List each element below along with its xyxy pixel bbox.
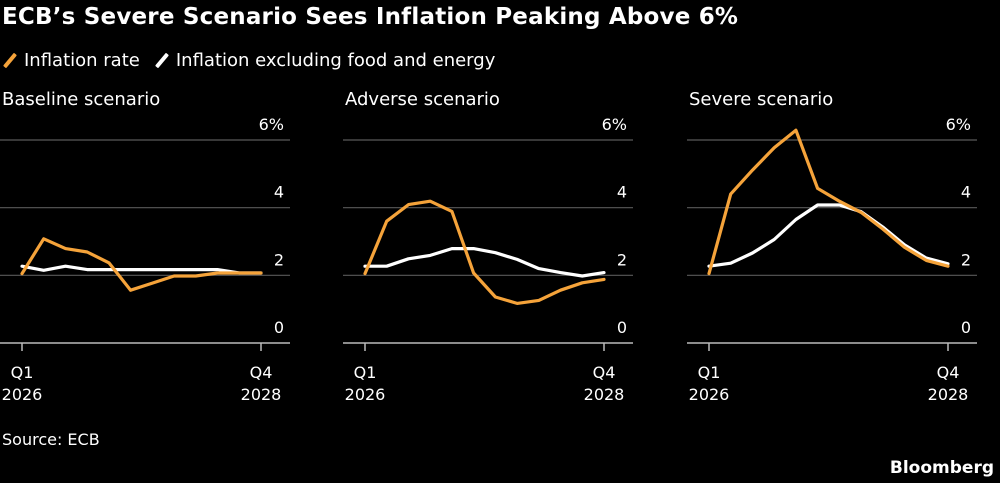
y-tick-label: 0 <box>274 318 284 337</box>
y-tick-label: 6% <box>602 115 627 134</box>
x-tick-label: 2026 <box>689 385 730 404</box>
series-line-core-inflation <box>20 264 263 275</box>
legend-label: Inflation rate <box>24 50 140 71</box>
legend: Inflation rate Inflation excluding food … <box>2 50 509 71</box>
bloomberg-logo: Bloomberg <box>889 458 994 478</box>
y-tick-label: 4 <box>274 183 284 202</box>
x-tick-label: Q1 <box>698 363 721 382</box>
x-tick-label: Q1 <box>354 363 377 382</box>
y-tick-label: 6% <box>259 115 284 134</box>
x-tick-label: 2028 <box>241 385 282 404</box>
x-tick-label: 2026 <box>2 385 43 404</box>
series-line-core-inflation <box>363 247 606 278</box>
panel-adverse-scenario: Adverse scenario 0 2 4 6% Q1 2026 Q4 2028 <box>343 89 633 404</box>
legend-label: Inflation excluding food and energy <box>175 50 496 71</box>
source-note: Source: ECB <box>2 430 100 449</box>
x-tick-label: Q1 <box>11 363 34 382</box>
x-tick-label: 2028 <box>584 385 625 404</box>
y-tick-label: 4 <box>617 183 627 202</box>
series-line-core-inflation <box>707 203 950 268</box>
y-tick-label: 2 <box>961 250 971 269</box>
panel-severe-scenario: Severe scenario 0 2 4 6% Q1 2026 Q4 2028 <box>687 89 977 404</box>
chart-title: ECB’s Severe Scenario Sees Inflation Pea… <box>2 4 739 30</box>
x-tick-label: 2026 <box>345 385 386 404</box>
panel-title: Severe scenario <box>689 89 833 110</box>
panel-title: Adverse scenario <box>345 89 500 110</box>
x-tick-label: 2028 <box>928 385 969 404</box>
y-tick-label: 0 <box>961 318 971 337</box>
y-tick-label: 0 <box>617 318 627 337</box>
series-line-inflation-rate <box>707 128 950 276</box>
y-tick-label: 2 <box>617 250 627 269</box>
x-tick-label: Q4 <box>593 363 616 382</box>
x-tick-label: Q4 <box>937 363 960 382</box>
panel-baseline-scenario: Baseline scenario 0 2 4 6% Q1 2026 Q4 2028 <box>0 89 290 404</box>
series-line-inflation-rate <box>363 199 606 305</box>
legend-item-core-inflation: Inflation excluding food and energy <box>154 50 495 71</box>
series-line-inflation-rate <box>20 237 263 292</box>
y-tick-label: 2 <box>274 250 284 269</box>
y-tick-label: 4 <box>961 183 971 202</box>
legend-item-inflation-rate: Inflation rate <box>2 50 140 71</box>
x-tick-label: Q4 <box>250 363 273 382</box>
y-tick-label: 6% <box>946 115 971 134</box>
panel-title: Baseline scenario <box>2 89 160 110</box>
